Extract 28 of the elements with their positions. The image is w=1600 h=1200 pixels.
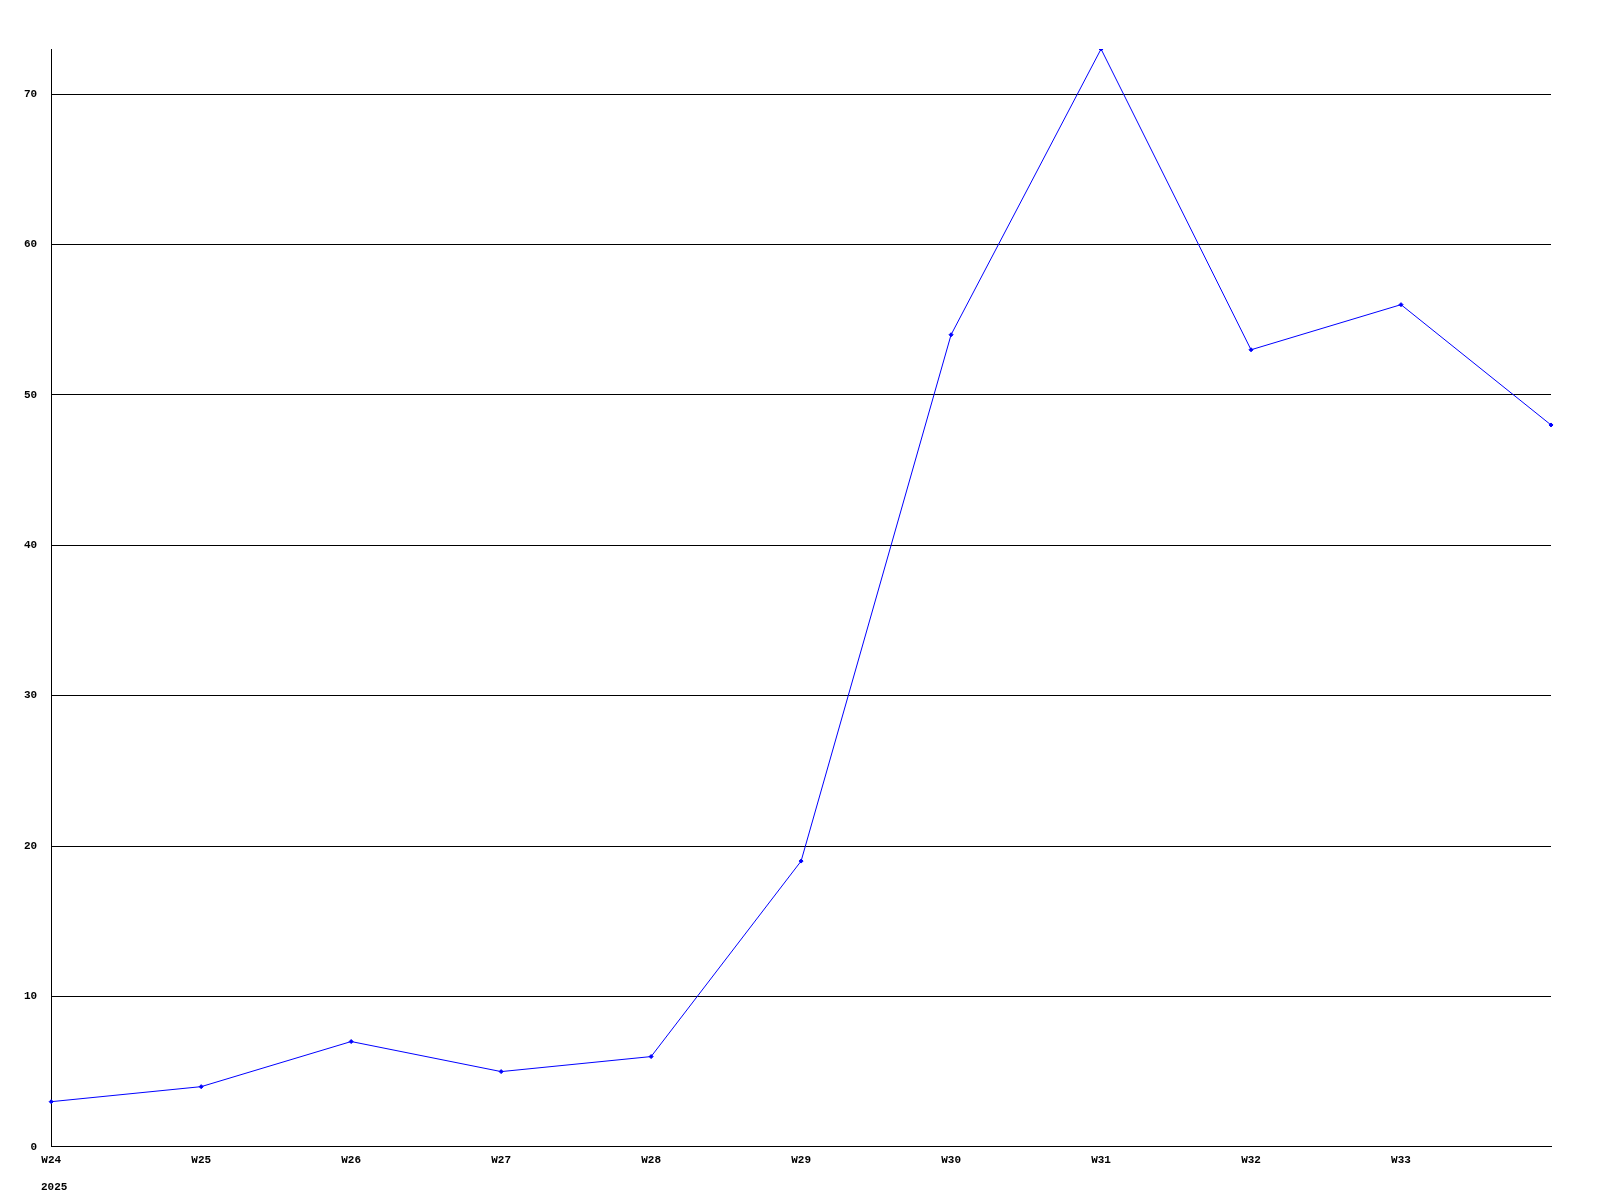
x-tick-label: W24: [41, 1154, 62, 1167]
point: [498, 1069, 504, 1075]
x-tick-label: W30: [941, 1154, 961, 1167]
y-tick-label: 20: [24, 839, 38, 852]
x-tick-label: W27: [491, 1154, 512, 1167]
x-tick-label: W25: [191, 1154, 212, 1167]
x-tick-label: W26: [341, 1154, 362, 1167]
x-tick-label: W29: [791, 1154, 812, 1167]
point: [798, 858, 804, 864]
y-tick-label: 40: [24, 539, 38, 552]
y-tick-label: 60: [24, 238, 38, 251]
point: [1398, 302, 1404, 308]
x-tick-label: W33: [1391, 1154, 1412, 1167]
text: 2025: [41, 1181, 68, 1193]
point: [1248, 347, 1254, 353]
point: [648, 1054, 654, 1060]
x-tick-label: W31: [1091, 1154, 1112, 1167]
point: [948, 332, 954, 338]
y-tick-label: 0: [30, 1140, 38, 1153]
y-tick-label: 50: [24, 388, 38, 401]
point: [348, 1039, 354, 1045]
y-tick-label: 30: [24, 689, 38, 702]
point: [48, 1099, 54, 1105]
x-tick-label: W32: [1241, 1154, 1261, 1167]
y-tick-label: 70: [24, 87, 38, 100]
y-tick-label: 10: [24, 990, 38, 1003]
x-tick-label: W28: [641, 1154, 662, 1167]
point: [198, 1084, 204, 1090]
